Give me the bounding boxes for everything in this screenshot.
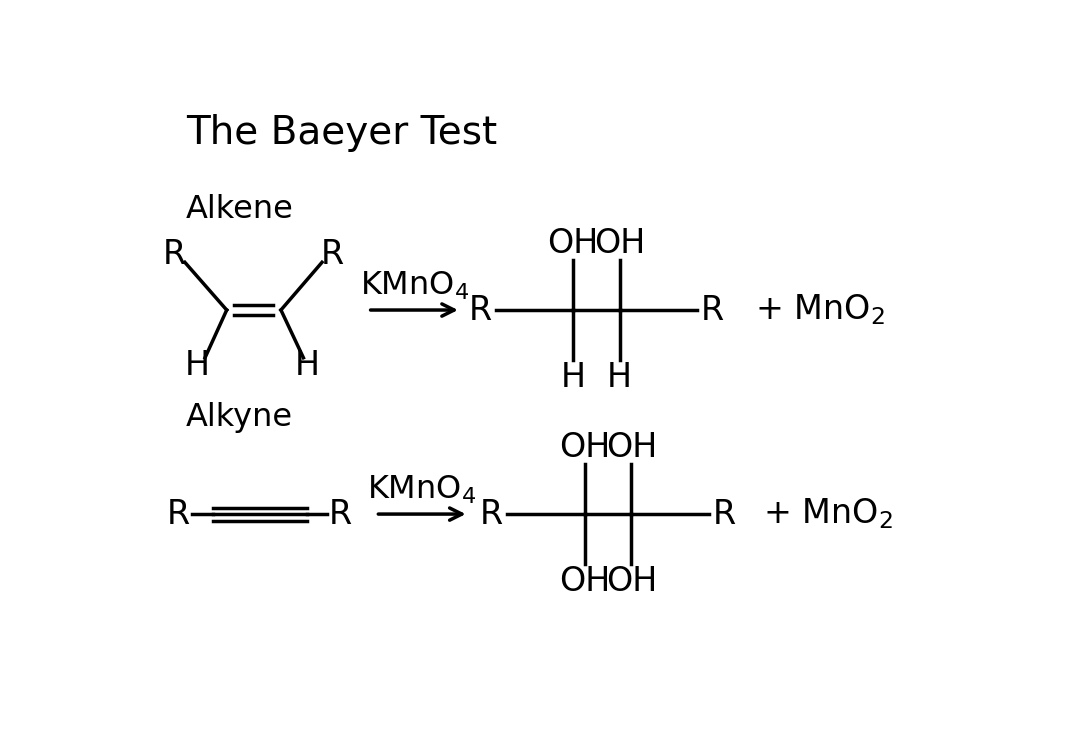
Text: KMnO$_4$: KMnO$_4$: [367, 474, 477, 506]
Text: The Baeyer Test: The Baeyer Test: [186, 114, 497, 151]
Text: OH: OH: [559, 565, 610, 597]
Text: H: H: [185, 349, 210, 382]
Text: R: R: [167, 498, 189, 531]
Text: KMnO$_4$: KMnO$_4$: [359, 270, 469, 302]
Text: OH: OH: [594, 226, 645, 260]
Text: OH: OH: [559, 430, 610, 464]
Text: Alkene: Alkene: [186, 194, 293, 226]
Text: R: R: [701, 294, 724, 326]
Text: + MnO$_2$: + MnO$_2$: [755, 292, 885, 327]
Text: R: R: [713, 498, 736, 531]
Text: OH: OH: [606, 565, 657, 597]
Text: H: H: [607, 361, 632, 393]
Text: R: R: [162, 238, 186, 271]
Text: + MnO$_2$: + MnO$_2$: [763, 496, 893, 531]
Text: R: R: [321, 238, 344, 271]
Text: Alkyne: Alkyne: [186, 402, 293, 433]
Text: H: H: [560, 361, 585, 393]
Text: OH: OH: [606, 430, 657, 464]
Text: OH: OH: [547, 226, 598, 260]
Text: R: R: [469, 294, 491, 326]
Text: R: R: [329, 498, 353, 531]
Text: H: H: [294, 349, 320, 382]
Text: R: R: [480, 498, 503, 531]
